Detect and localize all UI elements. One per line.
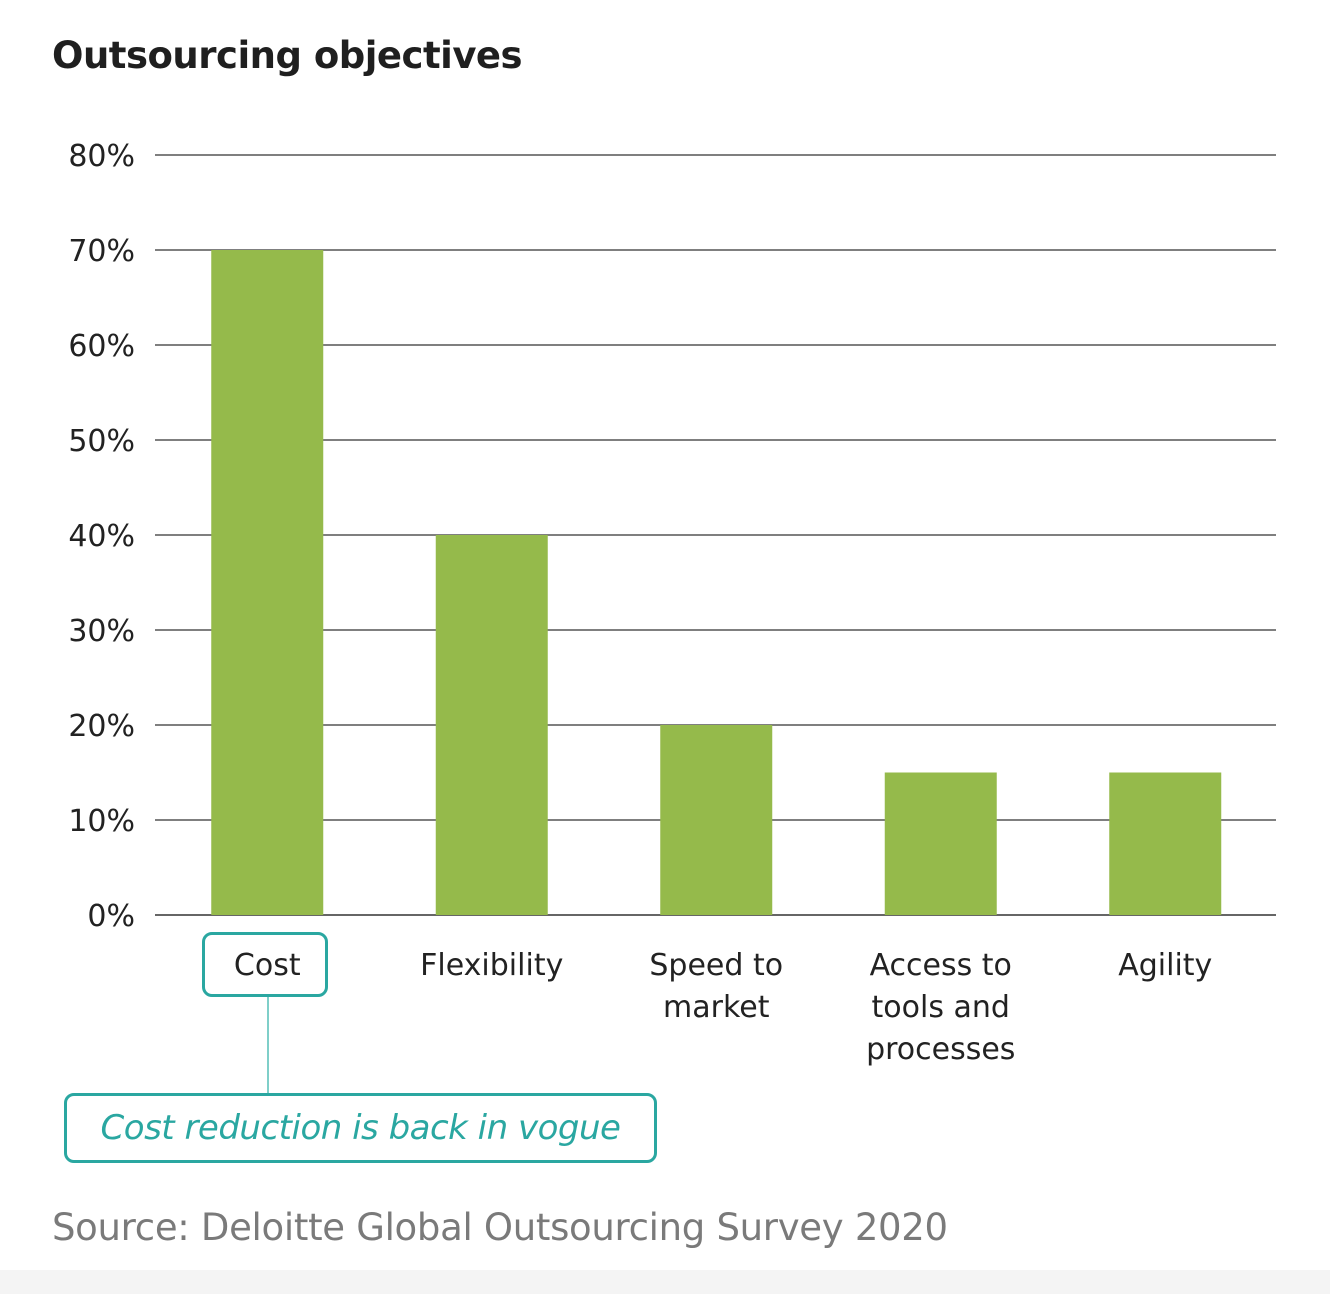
annotation-callout: Cost reduction is back in vogue <box>64 1093 657 1163</box>
y-tick-label: 30% <box>68 614 135 649</box>
cost-highlight-box <box>202 932 328 997</box>
chart-title: Outsourcing objectives <box>52 34 523 77</box>
x-tick-label: Speed to market <box>649 948 784 1025</box>
x-tick-label: Agility <box>1118 948 1213 983</box>
bar-chart: 0% 10% 20% 30% 40% 50% 60% 70% 80% <box>68 139 1276 934</box>
x-tick-label: Cost <box>233 948 301 983</box>
x-tick-label: Flexibility <box>420 948 564 983</box>
y-axis-tick-labels: 0% 10% 20% 30% 40% 50% 60% 70% 80% <box>68 139 135 934</box>
y-tick-label: 80% <box>68 139 135 174</box>
bar-agility <box>1109 772 1222 915</box>
bar-speed-to-market <box>660 725 773 915</box>
y-tick-label: 70% <box>68 234 135 269</box>
callout-connector-line <box>267 997 269 1093</box>
y-tick-label: 10% <box>68 804 135 839</box>
bar-flexibility <box>435 535 548 915</box>
y-tick-label: 0% <box>87 899 135 934</box>
bar-access-to-tools-and-processes <box>884 772 997 915</box>
bar-cost <box>211 250 324 915</box>
x-tick-label: Access to tools and processes <box>866 948 1016 1067</box>
source-note: Source: Deloitte Global Outsourcing Surv… <box>52 1206 948 1249</box>
y-tick-label: 20% <box>68 709 135 744</box>
bottom-strip <box>0 1270 1330 1294</box>
y-tick-label: 50% <box>68 424 135 459</box>
y-tick-label: 60% <box>68 329 135 364</box>
bars <box>211 250 1222 915</box>
y-tick-label: 40% <box>68 519 135 554</box>
annotation-text: Cost reduction is back in vogue <box>100 1108 621 1148</box>
